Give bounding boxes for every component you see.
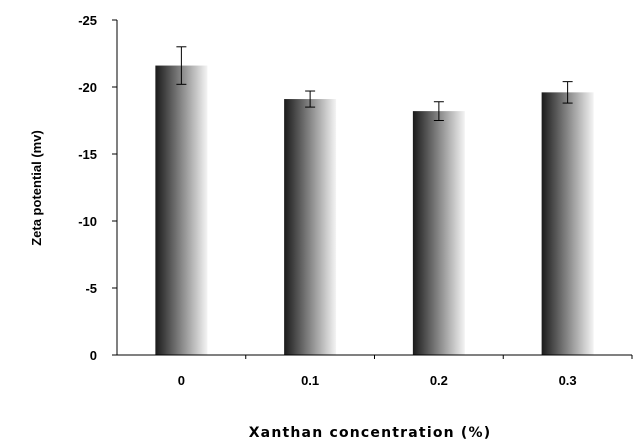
x-tick-label: 0.2 [430, 373, 448, 388]
x-tick-label: 0.3 [559, 373, 577, 388]
y-tick-label: 0 [90, 348, 97, 363]
x-axis-label: Xanthan concentration (%) [249, 425, 492, 441]
error-bar-0.1 [305, 90, 316, 108]
bar-0.2 [412, 111, 465, 356]
y-tick-label: -25 [78, 13, 97, 28]
y-tick-label: -20 [78, 80, 97, 95]
axes-layer [112, 19, 633, 359]
labels-layer: 0 0.1 0.2 0.3 0 -5 -10 -15 -20 -25 [78, 13, 576, 388]
bar-0.1 [284, 99, 337, 355]
bar-0.3 [541, 92, 594, 356]
x-tick-label: 0 [178, 373, 185, 388]
y-tick-label: -10 [78, 214, 97, 229]
error-bar-0 [176, 46, 187, 85]
bars-layer [155, 46, 594, 356]
y-axis-label: Zeta potential (mv) [29, 130, 44, 246]
error-bar-0.2 [433, 101, 444, 121]
error-bar-0.3 [562, 81, 573, 104]
y-tick-label: -5 [85, 281, 97, 296]
y-tick-label: -15 [78, 147, 97, 162]
bar-0 [155, 65, 208, 355]
x-tick-label: 0.1 [301, 373, 319, 388]
